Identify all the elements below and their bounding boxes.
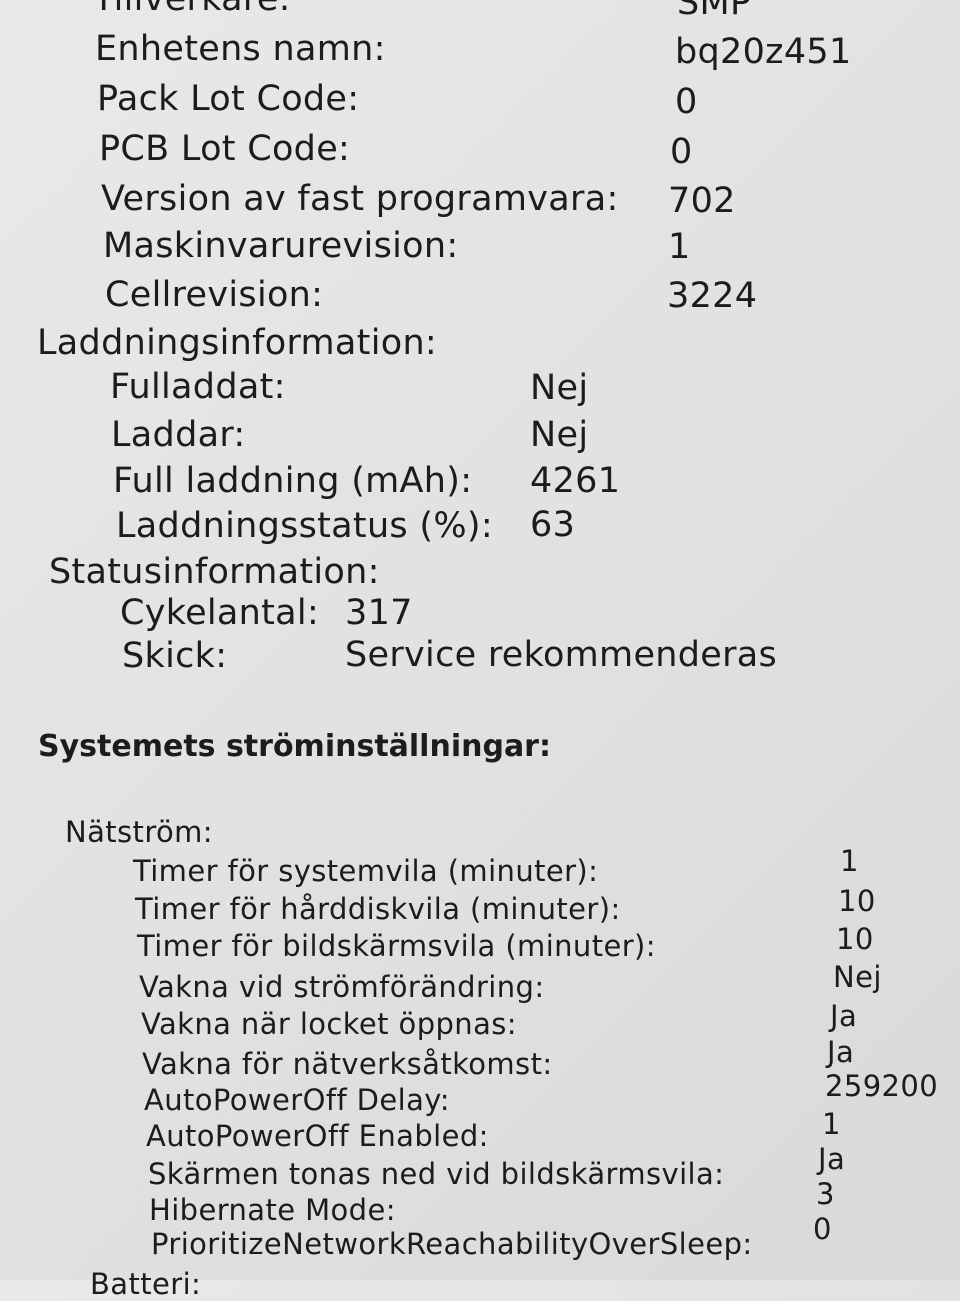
row-value: bq20z451: [675, 32, 852, 72]
row-label: Skick:: [122, 636, 228, 676]
row-value: 10: [836, 922, 874, 956]
row-value: 317: [345, 593, 413, 633]
row-label: Full laddning (mAh):: [113, 461, 473, 501]
row-label: Vakna när locket öppnas:: [141, 1007, 517, 1041]
row-label: Laddningsstatus (%):: [116, 506, 493, 546]
row-value: 259200: [825, 1069, 939, 1103]
row-label: Laddar:: [111, 415, 246, 455]
section-title: Systemets ströminställningar:: [38, 729, 551, 764]
row-value: Ja: [818, 1142, 846, 1176]
row-value: Service rekommenderas: [345, 635, 778, 675]
row-label: PCB Lot Code:: [99, 129, 351, 169]
row-value: 3224: [667, 276, 758, 316]
row-value: SMP: [677, 0, 752, 23]
section-heading: Batteri:: [90, 1267, 202, 1301]
row-label: Pack Lot Code:: [97, 79, 360, 119]
row-label: Maskinvarurevision:: [103, 226, 459, 266]
row-value: 63: [530, 505, 576, 545]
section-heading: Laddningsinformation:: [37, 323, 438, 363]
row-label: Cellrevision:: [105, 275, 324, 315]
subheading: Nätström:: [65, 815, 213, 849]
row-value: Nej: [530, 368, 589, 408]
row-value: 0: [670, 132, 693, 172]
row-label: Tillverkare:: [93, 0, 291, 17]
section-heading: Statusinformation:: [49, 552, 380, 592]
row-value: Nej: [530, 415, 589, 455]
row-value: 0: [813, 1212, 832, 1246]
row-label: Hibernate Mode:: [149, 1193, 396, 1227]
row-label: AutoPowerOff Delay:: [144, 1083, 450, 1117]
row-label: Vakna för nätverksåtkomst:: [142, 1047, 553, 1081]
row-label: Vakna vid strömförändring:: [139, 970, 545, 1004]
row-value: 3: [816, 1177, 835, 1211]
row-label: Fulladdat:: [110, 367, 286, 407]
row-value: 10: [838, 884, 876, 918]
row-label: Enhetens namn:: [95, 29, 386, 69]
row-value: 0: [675, 82, 698, 122]
row-label: Timer för systemvila (minuter):: [133, 854, 599, 888]
row-value: 1: [668, 227, 691, 267]
row-label: Cykelantal:: [120, 593, 320, 633]
row-label: PrioritizeNetworkReachabilityOverSleep:: [151, 1227, 753, 1261]
row-value: Nej: [833, 960, 882, 994]
row-value: 1: [822, 1107, 841, 1141]
row-label: AutoPowerOff Enabled:: [146, 1119, 489, 1153]
row-label: Timer för hårddiskvila (minuter):: [135, 892, 621, 926]
row-label: Version av fast programvara:: [101, 179, 619, 219]
row-value: 1: [840, 844, 859, 878]
row-value: 702: [668, 181, 736, 221]
row-value: Ja: [827, 1035, 855, 1069]
row-label: Timer för bildskärmsvila (minuter):: [137, 929, 656, 963]
row-value: 4261: [530, 461, 621, 501]
row-value: Ja: [830, 999, 858, 1033]
row-label: Skärmen tonas ned vid bildskärmsvila:: [148, 1157, 725, 1191]
